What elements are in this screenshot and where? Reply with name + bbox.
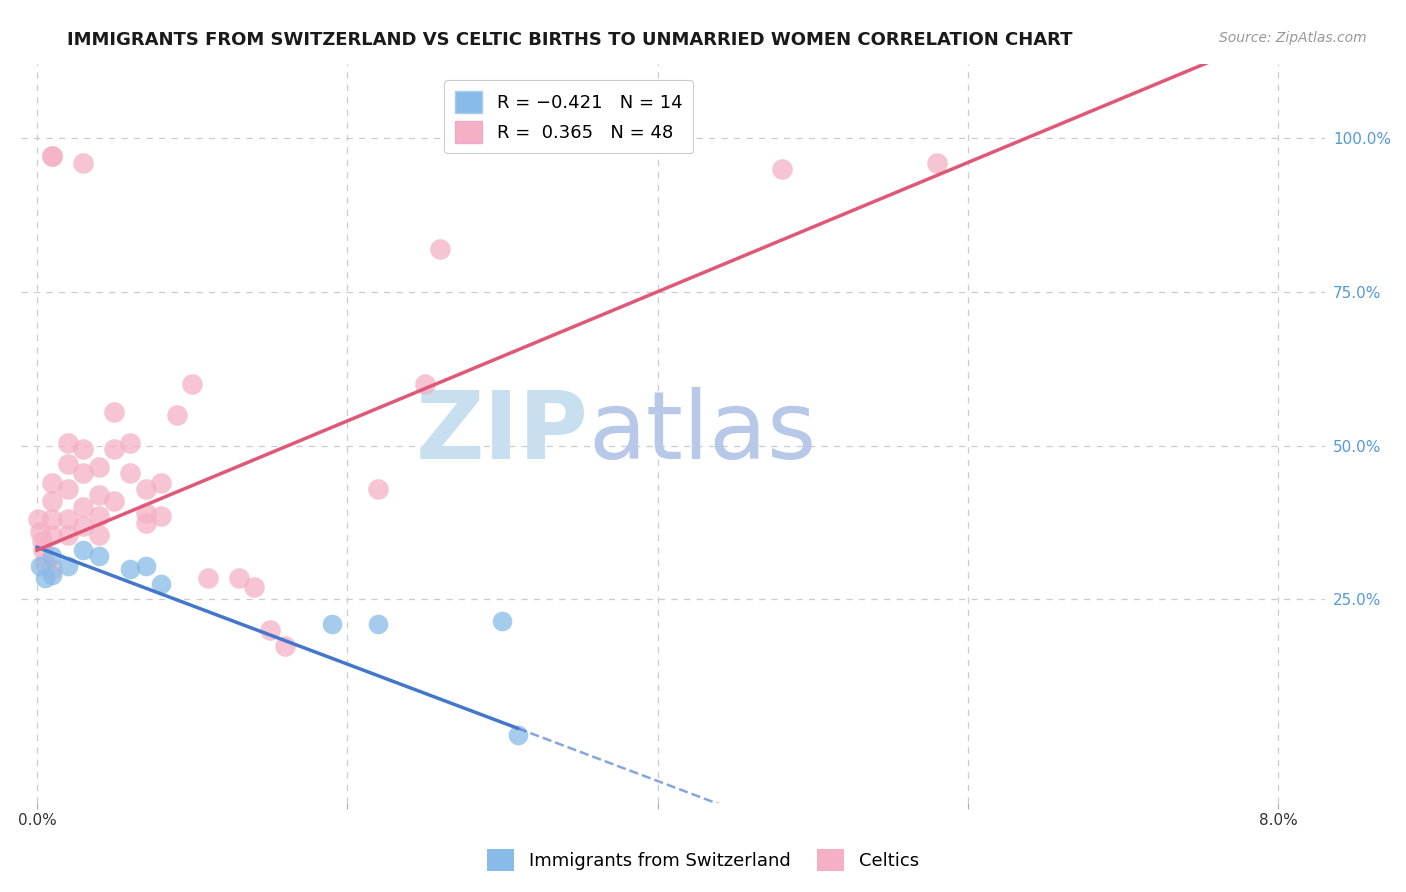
Point	[103, 494, 125, 508]
Point	[87, 460, 110, 475]
Point	[506, 728, 529, 742]
Point	[135, 558, 157, 573]
Point	[56, 457, 79, 471]
Point	[34, 571, 56, 585]
Legend: R = −0.421   N = 14, R =  0.365   N = 48: R = −0.421 N = 14, R = 0.365 N = 48	[444, 80, 693, 153]
Point	[367, 617, 389, 632]
Point	[150, 577, 173, 591]
Point	[118, 562, 141, 576]
Point	[181, 377, 204, 392]
Point	[41, 549, 63, 564]
Point	[118, 435, 141, 450]
Point	[103, 442, 125, 456]
Point	[32, 543, 55, 558]
Point	[197, 571, 219, 585]
Point	[228, 571, 250, 585]
Point	[72, 155, 94, 169]
Point	[103, 405, 125, 419]
Point	[72, 467, 94, 481]
Point	[27, 512, 49, 526]
Point	[31, 533, 53, 548]
Point	[367, 482, 389, 496]
Point	[150, 509, 173, 524]
Point	[72, 518, 94, 533]
Text: ZIP: ZIP	[415, 387, 588, 479]
Point	[429, 242, 451, 256]
Point	[41, 149, 63, 163]
Point	[150, 475, 173, 490]
Point	[56, 435, 79, 450]
Point	[41, 475, 63, 490]
Point	[41, 494, 63, 508]
Point	[41, 512, 63, 526]
Point	[41, 567, 63, 582]
Point	[41, 149, 63, 163]
Point	[135, 516, 157, 530]
Point	[135, 506, 157, 520]
Text: IMMIGRANTS FROM SWITZERLAND VS CELTIC BIRTHS TO UNMARRIED WOMEN CORRELATION CHAR: IMMIGRANTS FROM SWITZERLAND VS CELTIC BI…	[67, 31, 1073, 49]
Point	[413, 377, 436, 392]
Point	[41, 562, 63, 576]
Point	[135, 482, 157, 496]
Point	[925, 155, 948, 169]
Point	[56, 512, 79, 526]
Point	[770, 161, 793, 176]
Point	[87, 488, 110, 502]
Point	[56, 528, 79, 542]
Point	[41, 528, 63, 542]
Point	[274, 639, 297, 653]
Point	[56, 558, 79, 573]
Text: atlas: atlas	[588, 387, 817, 479]
Text: Source: ZipAtlas.com: Source: ZipAtlas.com	[1219, 31, 1367, 45]
Point	[72, 442, 94, 456]
Point	[28, 524, 51, 539]
Point	[166, 408, 188, 422]
Point	[87, 549, 110, 564]
Point	[28, 558, 51, 573]
Point	[72, 500, 94, 515]
Point	[87, 528, 110, 542]
Point	[72, 543, 94, 558]
Point	[321, 617, 343, 632]
Point	[118, 467, 141, 481]
Point	[259, 624, 281, 638]
Point	[243, 580, 266, 594]
Point	[56, 482, 79, 496]
Point	[34, 556, 56, 570]
Point	[491, 614, 513, 628]
Point	[87, 509, 110, 524]
Legend: Immigrants from Switzerland, Celtics: Immigrants from Switzerland, Celtics	[479, 842, 927, 879]
